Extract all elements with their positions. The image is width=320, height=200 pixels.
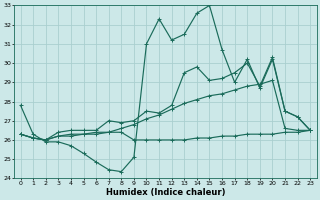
- X-axis label: Humidex (Indice chaleur): Humidex (Indice chaleur): [106, 188, 225, 197]
